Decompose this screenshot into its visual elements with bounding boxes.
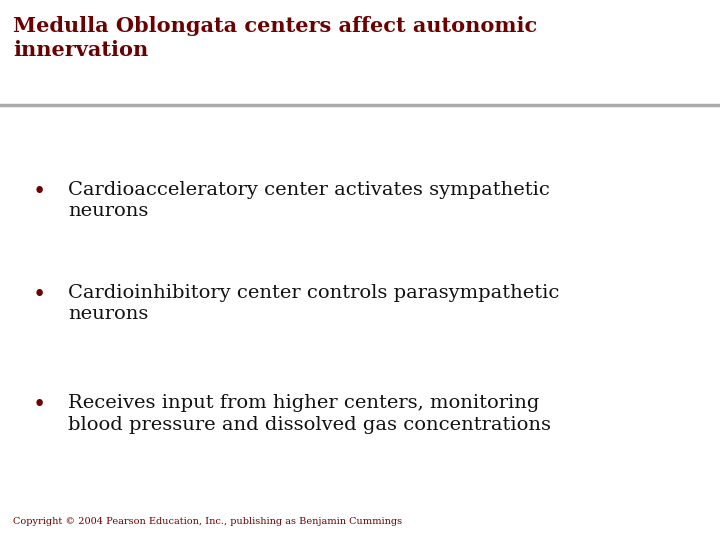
Text: Copyright © 2004 Pearson Education, Inc., publishing as Benjamin Cummings: Copyright © 2004 Pearson Education, Inc.…: [13, 517, 402, 526]
Text: Receives input from higher centers, monitoring
blood pressure and dissolved gas : Receives input from higher centers, moni…: [68, 394, 552, 434]
Text: Medulla Oblongata centers affect autonomic
innervation: Medulla Oblongata centers affect autonom…: [13, 16, 537, 60]
Text: Cardioacceleratory center activates sympathetic
neurons: Cardioacceleratory center activates symp…: [68, 181, 550, 220]
Text: Cardioinhibitory center controls parasympathetic
neurons: Cardioinhibitory center controls parasym…: [68, 284, 559, 323]
Text: •: •: [33, 284, 46, 306]
Text: •: •: [33, 181, 46, 203]
Text: •: •: [33, 394, 46, 416]
